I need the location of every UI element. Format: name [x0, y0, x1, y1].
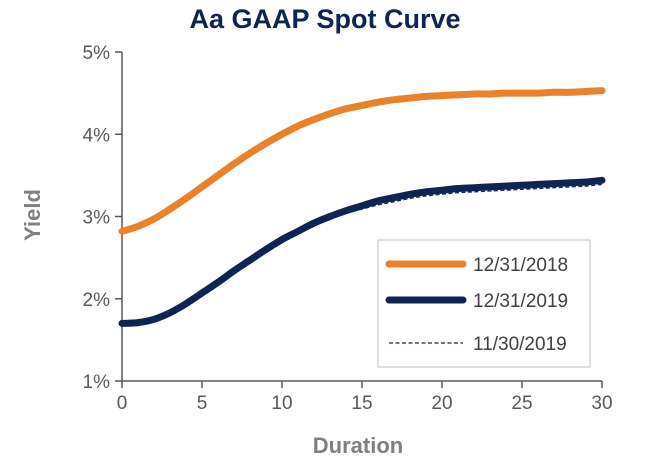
legend-label-3: 11/30/2019 [473, 334, 567, 355]
x-tick-label: 30 [591, 393, 612, 414]
series-line-2 [118, 176, 606, 327]
x-axis-title: Duration [313, 433, 403, 458]
y-tick-label: 4% [83, 125, 111, 146]
x-tick-label: 0 [117, 393, 128, 414]
x-tick-label: 25 [511, 393, 532, 414]
x-tick-label: 5 [197, 393, 208, 414]
series-line-3 [121, 183, 603, 325]
chart-title: Aa GAAP Spot Curve [189, 4, 461, 34]
series-line-1 [118, 87, 606, 235]
y-tick-label: 1% [83, 372, 111, 393]
x-tick-label: 10 [271, 393, 292, 414]
y-axis-title: Yield [20, 189, 45, 241]
axes: 1% 2% 3% 4% 5% 0 5 10 15 20 25 30 [83, 43, 613, 414]
legend-label-2: 12/31/2019 [473, 291, 568, 312]
x-tick-label: 20 [431, 393, 452, 414]
y-tick-label: 5% [83, 43, 111, 64]
x-tick-label: 15 [351, 393, 372, 414]
y-tick-label: 2% [83, 290, 111, 311]
legend: 12/31/2018 12/31/2019 11/30/2019 [377, 239, 591, 368]
y-tick-label: 3% [83, 208, 111, 229]
series-lines [118, 87, 606, 327]
legend-label-1: 12/31/2018 [473, 255, 568, 276]
